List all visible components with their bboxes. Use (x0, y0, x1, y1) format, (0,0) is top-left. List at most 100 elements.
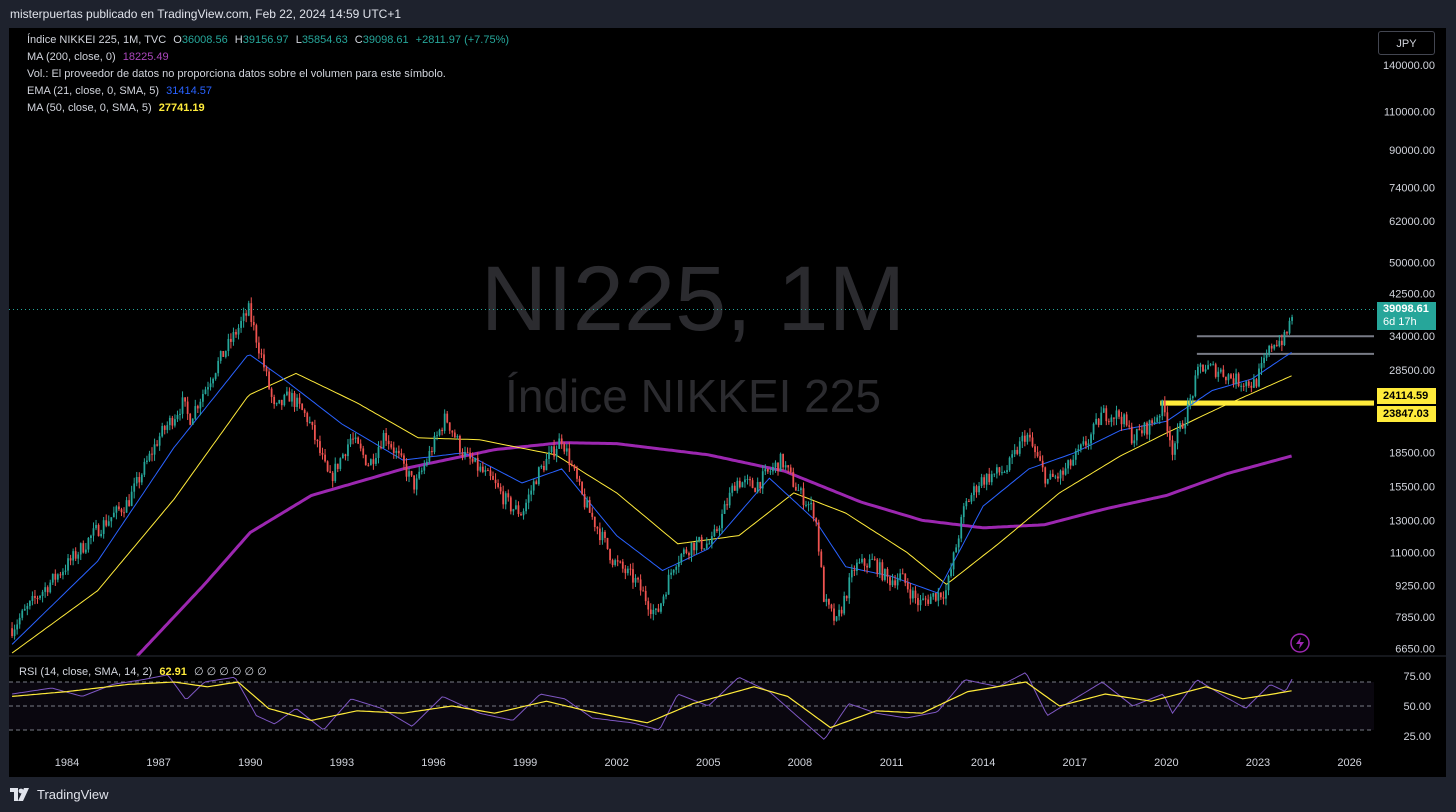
candle-body (1153, 421, 1156, 424)
candle-body (380, 447, 382, 449)
chart-area[interactable]: NI225, 1M Índice NIKKEI 225 140000.00 110… (9, 28, 1446, 777)
candle-body (1186, 403, 1189, 424)
candle-body (1169, 431, 1171, 441)
candle-body (876, 559, 879, 574)
ma200-legend[interactable]: MA (200, close, 0) 18225.49 (27, 51, 169, 63)
candle-body (1230, 374, 1232, 379)
candle-body (97, 524, 100, 537)
candle-body (881, 562, 884, 580)
candle-body (168, 417, 171, 426)
candle-body (822, 566, 825, 602)
watermark-ticker: NI225, 1M (481, 248, 905, 350)
candle-body (789, 467, 792, 472)
candle-body (69, 558, 72, 561)
candle-body (191, 418, 194, 425)
candle-body (120, 509, 123, 513)
candle-body (978, 485, 980, 493)
candle-body (311, 421, 314, 426)
candle-body (825, 598, 828, 602)
candle-body (845, 595, 848, 599)
candle-body (759, 481, 762, 489)
candle-body (703, 548, 706, 550)
candle-body (1100, 412, 1103, 425)
candle-body (616, 560, 619, 562)
candle-body (1120, 416, 1123, 425)
candle-body (1245, 381, 1248, 387)
candle-body (675, 566, 678, 570)
candle-body (466, 451, 469, 453)
candle-body (794, 486, 797, 491)
candle-body (1278, 340, 1281, 346)
y-tick-label: 42500.00 (1389, 288, 1435, 300)
tradingview-brand: TradingView (37, 787, 109, 802)
candle-body (204, 389, 207, 395)
candle-body (769, 471, 772, 473)
candle-body (1034, 446, 1036, 453)
candle-body (1123, 414, 1125, 425)
candle-body (316, 439, 319, 442)
ema21-legend[interactable]: EMA (21, close, 0, SMA, 5) 31414.57 (27, 85, 212, 97)
candle-body (107, 521, 110, 526)
candle-body (593, 516, 596, 528)
y-tick-label: 90000.00 (1389, 145, 1435, 157)
candle-body (998, 467, 1001, 473)
candle-body (207, 387, 209, 390)
candle-body (84, 549, 87, 553)
candle-body (476, 457, 479, 471)
candle-body (861, 558, 863, 563)
candle-body (403, 455, 405, 464)
candle-body (1247, 381, 1250, 386)
candle-body (611, 560, 614, 565)
x-tick-label: 1993 (330, 757, 354, 769)
candle-body (1036, 452, 1039, 457)
candle-body (695, 540, 698, 551)
x-tick-label: 2023 (1246, 757, 1270, 769)
candle-body (909, 589, 912, 599)
rsi-tick-label: 75.00 (1403, 671, 1431, 683)
candle-body (451, 430, 454, 433)
candle-body (932, 593, 935, 597)
candle-body (1181, 423, 1184, 429)
candle-body (558, 438, 561, 449)
candle-body (912, 590, 914, 599)
candle-body (303, 409, 306, 414)
ma50-legend[interactable]: MA (50, close, 0, SMA, 5) 27741.19 (27, 102, 205, 114)
candle-body (601, 531, 604, 541)
candle-body (291, 393, 293, 402)
currency-button[interactable]: JPY (1378, 31, 1435, 55)
candle-body (459, 436, 461, 453)
candle-body (135, 477, 138, 484)
last-price-value: 39098.61 (1383, 303, 1429, 316)
symbol-label[interactable]: Índice NIKKEI 225, 1M, TVC (27, 34, 167, 46)
candle-body (329, 471, 332, 473)
candle-body (179, 413, 181, 415)
candle-body (123, 512, 125, 514)
candle-body (698, 537, 701, 541)
candle-body (235, 332, 237, 335)
candle-body (77, 554, 80, 559)
candle-body (306, 413, 309, 423)
candle-body (573, 465, 576, 469)
candle-body (540, 465, 543, 468)
candle-body (866, 565, 868, 568)
rsi-legend[interactable]: RSI (14, close, SMA, 14, 2) 62.91 ∅ ∅ ∅ … (19, 665, 267, 678)
candle-body (828, 598, 830, 605)
candle-body (1130, 426, 1133, 444)
candle-body (896, 579, 899, 586)
candle-body (810, 502, 812, 505)
candle-body (568, 448, 571, 466)
candle-body (1051, 473, 1054, 477)
candle-body (82, 543, 85, 553)
lightning-icon[interactable] (1290, 633, 1310, 653)
candle-body (886, 569, 889, 577)
candle-body (792, 471, 795, 487)
y-tick-label: 50000.00 (1389, 257, 1435, 269)
tradingview-logo[interactable]: TradingView (10, 787, 109, 802)
publisher-bar: misterpuertas publicado en TradingView.c… (0, 0, 1456, 28)
candle-body (255, 325, 258, 343)
candle-body (18, 617, 21, 625)
candle-body (598, 528, 601, 541)
candle-body (1023, 435, 1026, 442)
chart-svg[interactable]: NI225, 1M Índice NIKKEI 225 140000.00 110… (9, 28, 1446, 777)
candle-body (448, 422, 451, 431)
